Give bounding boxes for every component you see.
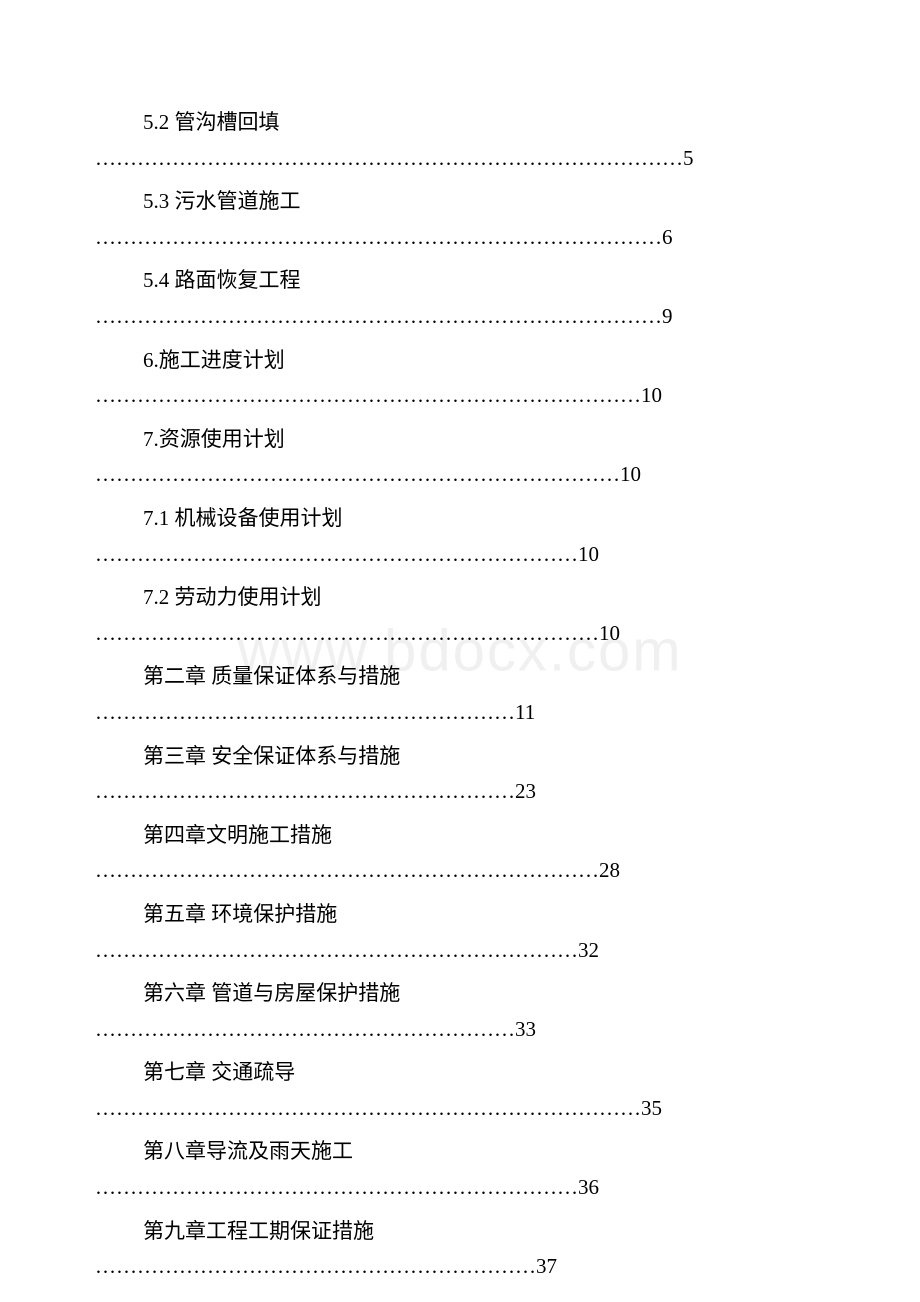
toc-dots-line: ……………………………………………………………………35	[95, 1093, 825, 1125]
toc-title: 5.2 管沟槽回填	[95, 105, 825, 141]
toc-entry: 第四章文明施工措施………………………………………………………………28	[95, 818, 825, 887]
toc-title: 第四章文明施工措施	[95, 818, 825, 854]
toc-page-number: 33	[515, 1017, 536, 1041]
toc-dots-line: ……………………………………………………………36	[95, 1172, 825, 1204]
toc-page-number: 9	[662, 304, 673, 328]
toc-title: 第七章 交通疏导	[95, 1055, 825, 1091]
toc-leader-dots: ……………………………………………………………………	[95, 1096, 641, 1120]
toc-title: 6.施工进度计划	[95, 343, 825, 379]
toc-entry: 5.4 路面恢复工程………………………………………………………………………9	[95, 263, 825, 332]
toc-title: 第八章导流及雨天施工	[95, 1134, 825, 1170]
toc-title: 5.4 路面恢复工程	[95, 263, 825, 299]
toc-title: 7.2 劳动力使用计划	[95, 580, 825, 616]
toc-dots-line: …………………………………………………………………………5	[95, 143, 825, 175]
toc-page-number: 10	[620, 462, 641, 486]
toc-entry: 第三章 安全保证体系与措施……………………………………………………23	[95, 739, 825, 808]
toc-leader-dots: ……………………………………………………………………	[95, 383, 641, 407]
toc-entry: 第五章 环境保护措施……………………………………………………………32	[95, 897, 825, 966]
toc-dots-line: ……………………………………………………23	[95, 776, 825, 808]
toc-entry: 第八章导流及雨天施工……………………………………………………………36	[95, 1134, 825, 1203]
toc-dots-line: ……………………………………………………33	[95, 1014, 825, 1046]
toc-leader-dots: ………………………………………………………………	[95, 858, 599, 882]
toc-page-number: 10	[641, 383, 662, 407]
toc-page-number: 36	[578, 1175, 599, 1199]
toc-leader-dots: ………………………………………………………………………	[95, 304, 662, 328]
toc-entry: 第二章 质量保证体系与措施……………………………………………………11	[95, 659, 825, 728]
toc-entry: 5.3 污水管道施工………………………………………………………………………6	[95, 184, 825, 253]
toc-page-number: 37	[536, 1254, 557, 1278]
toc-title: 5.3 污水管道施工	[95, 184, 825, 220]
toc-leader-dots: ………………………………………………………	[95, 1254, 536, 1278]
toc-title: 第二章 质量保证体系与措施	[95, 659, 825, 695]
toc-page-number: 28	[599, 858, 620, 882]
toc-dots-line: ……………………………………………………………………10	[95, 380, 825, 412]
toc-entry: 7.1 机械设备使用计划……………………………………………………………10	[95, 501, 825, 570]
toc-page-number: 5	[683, 146, 694, 170]
toc-leader-dots: ……………………………………………………………	[95, 938, 578, 962]
toc-page-number: 6	[662, 225, 673, 249]
toc-leader-dots: ……………………………………………………	[95, 700, 515, 724]
toc-entry: 7.资源使用计划…………………………………………………………………10	[95, 422, 825, 491]
toc-page-number: 10	[578, 542, 599, 566]
toc-leader-dots: ……………………………………………………………	[95, 542, 578, 566]
toc-leader-dots: …………………………………………………………………	[95, 462, 620, 486]
toc-title: 7.资源使用计划	[95, 422, 825, 458]
toc-dots-line: ………………………………………………………………28	[95, 855, 825, 887]
toc-dots-line: ………………………………………………………37	[95, 1251, 825, 1283]
toc-dots-line: ………………………………………………………………10	[95, 618, 825, 650]
toc-title: 第九章工程工期保证措施	[95, 1214, 825, 1250]
toc-leader-dots: ………………………………………………………………………	[95, 225, 662, 249]
toc-dots-line: ………………………………………………………………………6	[95, 222, 825, 254]
toc-leader-dots: ……………………………………………………………	[95, 1175, 578, 1199]
toc-dots-line: …………………………………………………………………10	[95, 459, 825, 491]
toc-entry: 6.施工进度计划……………………………………………………………………10	[95, 343, 825, 412]
toc-page-number: 10	[599, 621, 620, 645]
toc-dots-line: ……………………………………………………11	[95, 697, 825, 729]
toc-entry: 第六章 管道与房屋保护措施……………………………………………………33	[95, 976, 825, 1045]
toc-leader-dots: ……………………………………………………	[95, 1017, 515, 1041]
toc-page-number: 32	[578, 938, 599, 962]
toc-entry: 7.2 劳动力使用计划………………………………………………………………10	[95, 580, 825, 649]
toc-title: 第五章 环境保护措施	[95, 897, 825, 933]
toc-entry: 第九章工程工期保证措施………………………………………………………37	[95, 1214, 825, 1283]
toc-title: 第三章 安全保证体系与措施	[95, 739, 825, 775]
toc-dots-line: ……………………………………………………………10	[95, 539, 825, 571]
toc-page-number: 11	[515, 700, 535, 724]
toc-content: 5.2 管沟槽回填…………………………………………………………………………55.…	[95, 105, 825, 1283]
toc-leader-dots: ………………………………………………………………	[95, 621, 599, 645]
toc-page-number: 35	[641, 1096, 662, 1120]
toc-title: 第六章 管道与房屋保护措施	[95, 976, 825, 1012]
toc-title: 7.1 机械设备使用计划	[95, 501, 825, 537]
toc-leader-dots: …………………………………………………………………………	[95, 146, 683, 170]
toc-entry: 第七章 交通疏导……………………………………………………………………35	[95, 1055, 825, 1124]
toc-page-number: 23	[515, 779, 536, 803]
toc-leader-dots: ……………………………………………………	[95, 779, 515, 803]
toc-entry: 5.2 管沟槽回填…………………………………………………………………………5	[95, 105, 825, 174]
toc-dots-line: ……………………………………………………………32	[95, 935, 825, 967]
toc-dots-line: ………………………………………………………………………9	[95, 301, 825, 333]
